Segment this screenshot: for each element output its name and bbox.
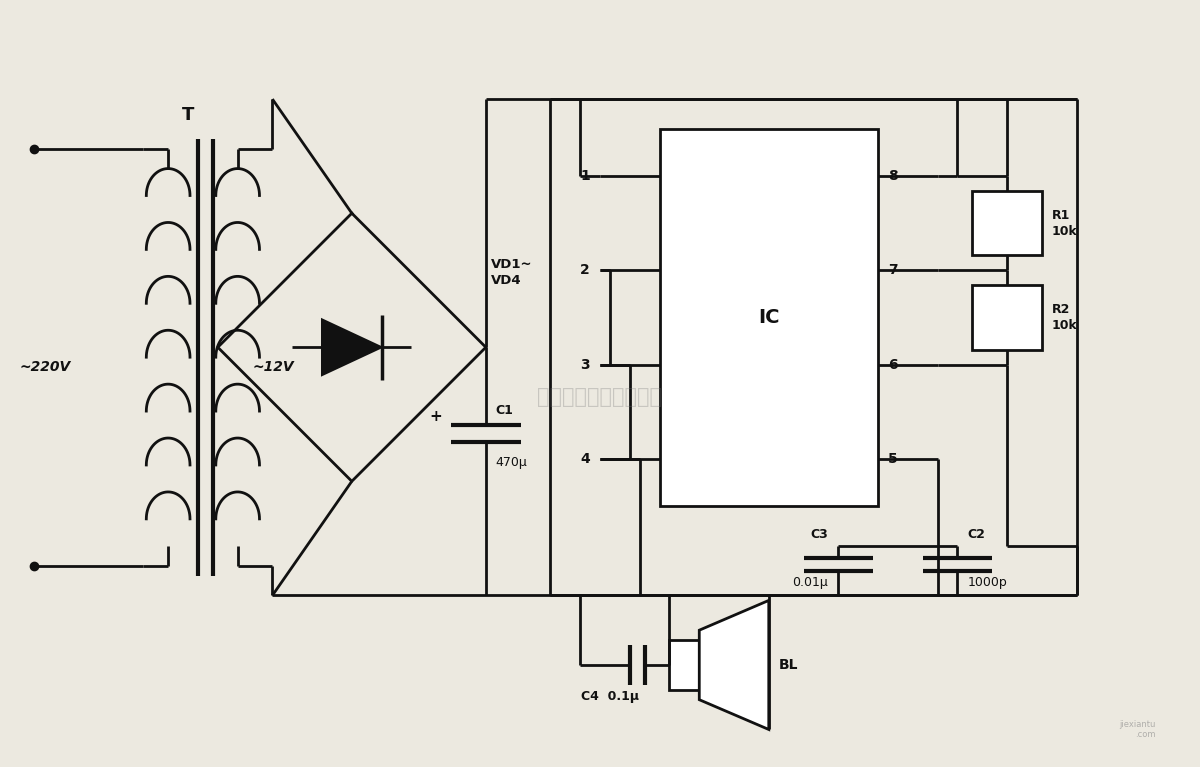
Text: 8: 8 <box>888 169 898 183</box>
Text: 1: 1 <box>581 169 590 183</box>
Text: 0.01μ: 0.01μ <box>792 575 828 588</box>
Bar <box>972 191 1042 255</box>
Text: 470μ: 470μ <box>496 456 528 469</box>
Text: 杭州将睢科技有限公司: 杭州将睢科技有限公司 <box>538 387 662 407</box>
Text: jiexiantu
.com: jiexiantu .com <box>1120 720 1156 739</box>
Text: R1
10k: R1 10k <box>1051 209 1078 238</box>
Text: IC: IC <box>758 308 780 327</box>
Polygon shape <box>700 601 769 729</box>
Text: VD1~
VD4: VD1~ VD4 <box>491 258 533 287</box>
Text: 3: 3 <box>581 357 590 372</box>
Text: ~12V: ~12V <box>252 360 294 374</box>
Text: 2: 2 <box>581 263 590 278</box>
Text: BL: BL <box>779 658 798 672</box>
Text: C4  0.1μ: C4 0.1μ <box>581 690 638 703</box>
Text: +: + <box>430 410 443 424</box>
Text: 6: 6 <box>888 357 898 372</box>
Text: R2
10k: R2 10k <box>1051 303 1078 332</box>
Text: C1: C1 <box>496 403 514 416</box>
Text: 4: 4 <box>581 452 590 466</box>
Text: C3: C3 <box>810 528 828 541</box>
Text: C2: C2 <box>967 528 985 541</box>
Text: ~220V: ~220V <box>19 360 71 374</box>
Bar <box>972 285 1042 350</box>
Text: 5: 5 <box>888 452 898 466</box>
Bar <box>660 129 878 506</box>
Text: 7: 7 <box>888 263 898 278</box>
Text: T: T <box>182 106 194 124</box>
Bar <box>670 640 700 690</box>
Text: 1000p: 1000p <box>967 575 1007 588</box>
Polygon shape <box>322 320 382 375</box>
